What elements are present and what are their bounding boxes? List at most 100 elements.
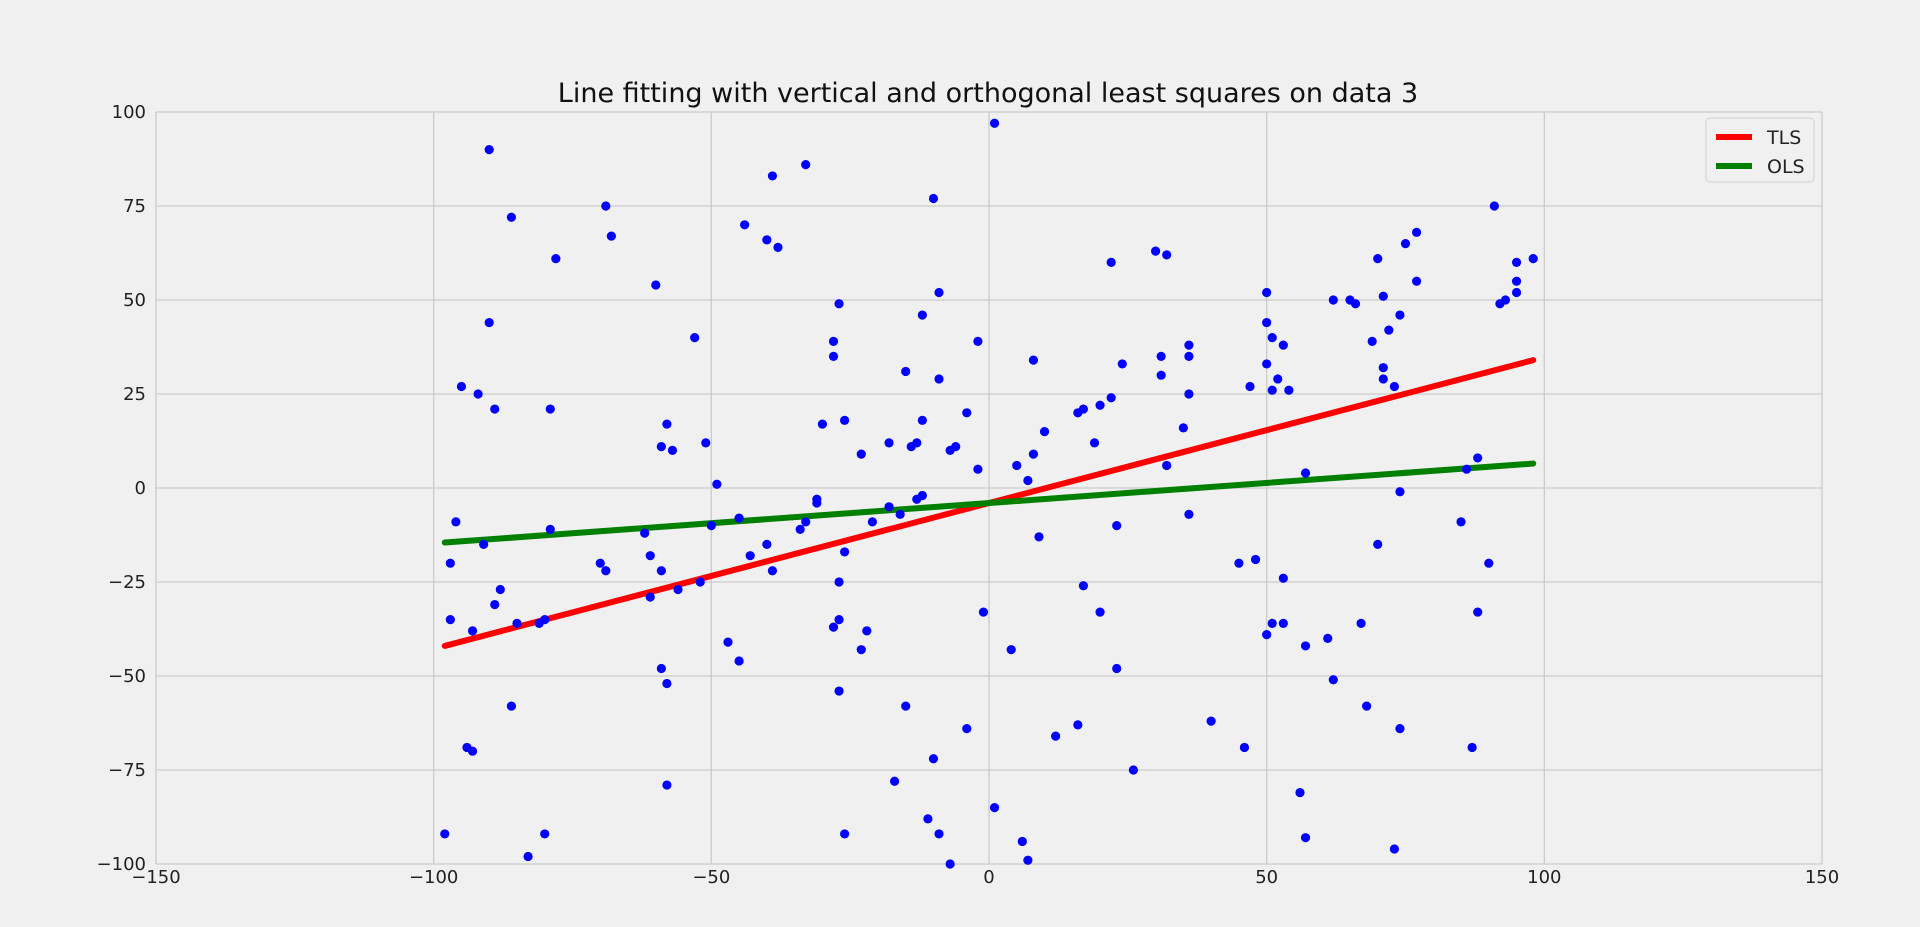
data-point [1017, 836, 1027, 847]
data-point [734, 656, 744, 666]
data-point [840, 415, 850, 425]
data-point [667, 445, 678, 455]
data-point [934, 829, 944, 839]
data-point [601, 566, 611, 576]
data-point [1412, 276, 1422, 286]
data-point [928, 754, 939, 764]
data-point [801, 517, 811, 527]
data-point [1051, 731, 1061, 741]
data-point [762, 235, 772, 245]
data-point [1273, 374, 1283, 384]
data-point [490, 404, 500, 414]
data-point [662, 419, 672, 429]
data-point [1395, 724, 1405, 734]
legend-label-tls: TLS [1766, 127, 1801, 149]
data-point [1095, 400, 1105, 410]
data-point [1106, 393, 1116, 403]
data-point [1323, 633, 1333, 644]
data-point [973, 336, 983, 346]
data-point [895, 509, 905, 519]
data-point [934, 374, 944, 384]
data-point [834, 577, 844, 587]
data-point [690, 333, 700, 343]
data-point [1456, 517, 1466, 527]
data-point [490, 599, 500, 610]
data-point [540, 615, 550, 625]
data-point [928, 193, 939, 204]
y-tick-label: −100 [97, 854, 146, 875]
data-point [1350, 299, 1361, 309]
data-point [512, 618, 522, 628]
data-point [1012, 460, 1022, 471]
data-point [1395, 487, 1405, 497]
data-point [834, 299, 844, 309]
data-point [712, 479, 722, 489]
data-point [1473, 607, 1483, 617]
data-point [1511, 287, 1522, 298]
fit-lines [441, 357, 1537, 649]
data-point [706, 521, 716, 531]
data-point [1467, 742, 1477, 753]
data-point [1295, 787, 1305, 798]
data-point [901, 701, 911, 711]
data-point [1112, 663, 1122, 674]
data-point [1095, 607, 1105, 617]
data-point [1128, 765, 1138, 775]
data-point [645, 551, 655, 561]
data-point [656, 442, 666, 452]
data-point [834, 615, 844, 625]
data-point [651, 280, 661, 290]
tick-labels: −150 −100 −50 0 50 100 150−100−75−50−250255075… [97, 102, 1840, 888]
data-point [551, 254, 561, 264]
data-point [1112, 521, 1122, 531]
data-point [1300, 468, 1311, 478]
data-point [1511, 276, 1522, 286]
data-point [701, 438, 711, 448]
data-point [467, 746, 478, 756]
y-tick-label: −25 [108, 572, 146, 593]
legend-label-ols: OLS [1767, 156, 1805, 178]
data-point [1373, 539, 1383, 550]
x-tick-label: 0 [983, 867, 994, 888]
data-point [989, 118, 1000, 128]
data-point [1106, 257, 1116, 267]
data-point [945, 859, 955, 869]
data-point [1162, 460, 1172, 471]
data-point [1373, 254, 1383, 264]
data-point [606, 231, 616, 241]
data-point [1184, 389, 1194, 399]
data-point [662, 780, 672, 790]
data-point [1006, 645, 1016, 655]
x-tick-label: −150 [131, 867, 180, 888]
data-point [912, 438, 922, 448]
data-point [862, 626, 872, 636]
data-point [1489, 201, 1499, 211]
data-point [467, 626, 478, 636]
data-point [951, 442, 961, 452]
data-point [451, 517, 461, 527]
data-point [1378, 363, 1388, 373]
data-point [1262, 359, 1272, 369]
data-point [1089, 438, 1100, 448]
data-point [1484, 558, 1494, 568]
data-point [1278, 340, 1288, 350]
data-point [889, 776, 900, 786]
x-tick-label: 150 [1805, 867, 1839, 888]
data-point [962, 724, 972, 734]
data-point [656, 663, 666, 674]
data-point [1384, 325, 1394, 335]
data-point [1239, 742, 1250, 753]
data-point [545, 524, 555, 534]
data-point [540, 829, 550, 839]
data-point [1362, 701, 1372, 711]
data-point [840, 547, 850, 557]
data-point [484, 317, 494, 328]
data-point [867, 517, 877, 527]
scatter-points [440, 118, 1538, 869]
data-point [473, 389, 483, 399]
data-point [978, 607, 989, 617]
data-point [1023, 475, 1033, 486]
data-point [656, 566, 666, 576]
data-point [1184, 509, 1194, 519]
data-point [828, 336, 839, 346]
